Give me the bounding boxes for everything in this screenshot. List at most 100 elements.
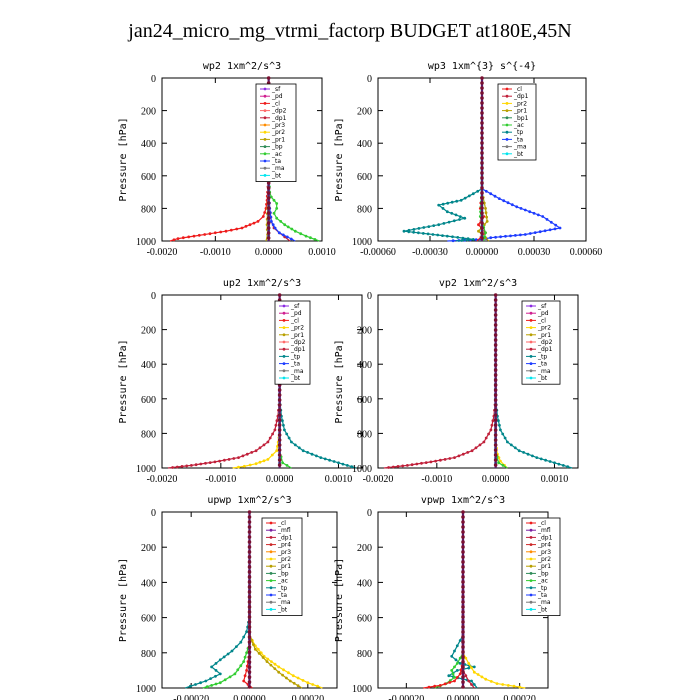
zero-profile-marker: [480, 81, 484, 85]
series-marker_tp: [454, 213, 458, 217]
legend-label: _pr1: [513, 108, 527, 115]
series-marker_ac: [275, 202, 279, 205]
legend-label: _dp1: [290, 346, 306, 353]
series-marker_ta: [536, 213, 540, 217]
zero-profile-marker: [493, 388, 498, 392]
series-marker_dp1: [453, 456, 456, 459]
series-marker_dp1: [204, 461, 207, 465]
series-marker_ta: [281, 233, 285, 237]
series-marker_tp: [285, 432, 289, 436]
zero-profile-marker: [461, 680, 465, 684]
x-tick-label: -0.0020: [147, 474, 178, 485]
series-marker_tp: [463, 216, 467, 220]
series-marker_tp: [407, 230, 411, 234]
zero-profile-marker: [277, 438, 282, 442]
y-axis-label: Pressure [hPa]: [334, 558, 345, 642]
series-marker_ac: [293, 229, 297, 233]
legend-marker: [269, 564, 273, 568]
series-marker_dp1: [448, 457, 452, 460]
series-marker_tp: [417, 231, 420, 235]
x-tick-label: 0.0000: [255, 247, 283, 258]
zero-profile-marker: [480, 221, 484, 225]
plot-frame: [161, 294, 363, 469]
series-marker_cl: [240, 226, 244, 230]
legend-label: _bt: [290, 375, 301, 382]
zero-profile-marker: [461, 630, 465, 634]
series-marker_dp1: [274, 423, 278, 427]
legend-marker: [269, 593, 273, 597]
series-marker_tp: [453, 649, 456, 653]
series-marker_tp: [332, 460, 336, 463]
series-marker_pr1: [277, 670, 281, 674]
zero-profile-marker: [493, 443, 498, 447]
legend-marker: [529, 369, 533, 373]
series-marker_pr1: [485, 220, 489, 223]
zero-profile-marker: [277, 453, 282, 457]
series-marker_pr1: [484, 207, 487, 210]
zero-profile-marker: [461, 600, 465, 604]
legend-label: _tp: [537, 585, 547, 592]
zero-profile-marker: [480, 101, 484, 105]
legend-label: _tp: [277, 585, 287, 592]
y-tick-label: 400: [357, 360, 372, 371]
zero-profile-marker: [493, 323, 498, 327]
series-marker_pr1: [484, 211, 488, 215]
legend-marker: [529, 333, 533, 337]
legend-label: _pr3: [277, 549, 291, 556]
legend-marker: [263, 109, 267, 112]
legend-label: _pr1: [537, 563, 551, 570]
zero-profile-marker: [480, 231, 484, 235]
legend-label: _ma: [271, 165, 285, 172]
legend-marker: [529, 557, 533, 561]
page-title: jan24_micro_mg_vtrmi_factorp BUDGET at18…: [128, 20, 572, 42]
zero-profile-marker: [493, 303, 498, 307]
series-marker_cl: [187, 235, 191, 239]
legend-marker: [269, 608, 273, 611]
zero-profile-marker: [247, 680, 252, 684]
series-line_ac: [495, 295, 508, 469]
series-marker_cl: [245, 669, 249, 672]
series-marker_tp: [517, 449, 521, 453]
zero-profile-marker: [266, 76, 271, 80]
series-marker_pr2: [518, 685, 522, 689]
series-marker_ac: [455, 662, 459, 665]
series-marker_ta: [523, 233, 527, 236]
series-marker_ta: [506, 201, 510, 205]
legend-marker: [263, 87, 267, 91]
series-marker_ta: [497, 197, 501, 201]
zero-profile-marker: [266, 206, 271, 210]
series-line_tp: [185, 512, 251, 689]
series-marker_tp: [498, 423, 501, 427]
legend-marker: [282, 347, 286, 351]
legend-marker: [529, 608, 533, 611]
plot-frame: [161, 77, 323, 242]
series-marker_tp: [337, 461, 340, 465]
series-marker_pr2: [277, 665, 281, 669]
legend-label: _ac: [277, 578, 288, 585]
y-tick-label: 800: [357, 649, 372, 660]
y-axis-label: Pressure [hPa]: [118, 339, 129, 423]
panel-title: vpwp 1xm^2/s^3: [421, 495, 505, 506]
series-marker_dp1: [461, 452, 465, 456]
series-marker_ac: [210, 684, 214, 687]
series-marker_tp: [446, 201, 450, 205]
series-marker_tp: [561, 464, 565, 467]
zero-profile-marker: [247, 665, 252, 669]
series-marker_dp1: [439, 458, 442, 462]
series-marker_tp: [293, 443, 297, 447]
zero-profile-marker: [461, 550, 465, 554]
series-marker_cl: [219, 230, 223, 234]
zero-profile-marker: [277, 433, 282, 437]
zero-profile-marker: [277, 403, 282, 407]
legend-label: _ta: [277, 592, 287, 599]
x-tick-label: -0.00060: [360, 247, 396, 258]
series-marker_tp: [531, 454, 534, 458]
legend-label: _pr2: [290, 325, 304, 332]
y-axis-label: Pressure [hPa]: [118, 558, 129, 642]
x-tick-label: 0.0010: [541, 474, 569, 485]
zero-profile-marker: [480, 86, 484, 90]
zero-profile-marker: [493, 463, 498, 467]
series-marker_tp: [345, 464, 349, 467]
series-marker_ta: [548, 228, 552, 232]
x-tick-label: 0.0000: [266, 474, 294, 485]
